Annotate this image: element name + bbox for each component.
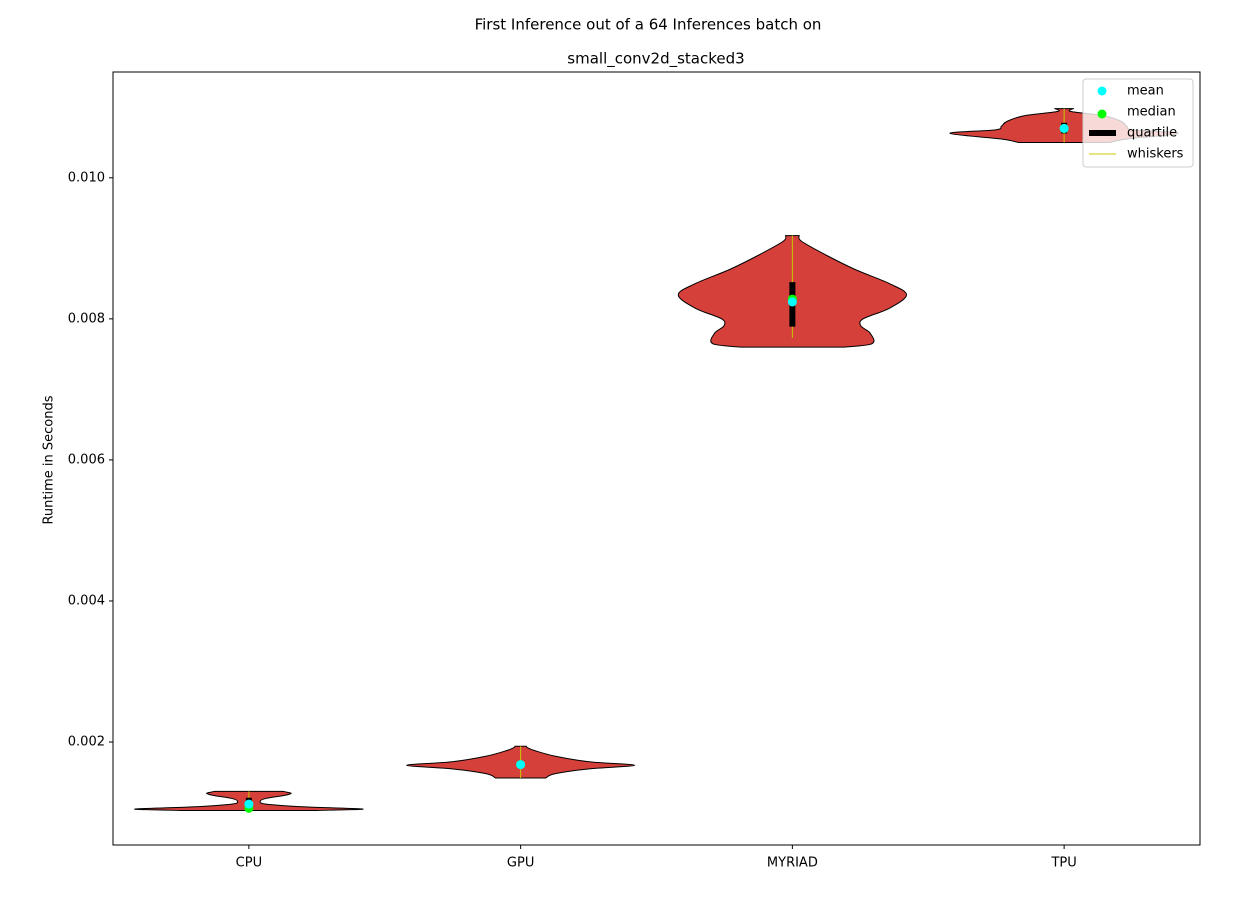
y-tick-label: 0.006 bbox=[68, 452, 105, 467]
x-tick-label: MYRIAD bbox=[767, 856, 818, 871]
y-axis-label: Runtime in Seconds bbox=[42, 395, 57, 524]
y-tick-label: 0.002 bbox=[68, 735, 105, 750]
x-tick-label: GPU bbox=[507, 856, 534, 871]
mean-dot bbox=[787, 297, 797, 307]
legend-label: quartile bbox=[1127, 126, 1177, 141]
legend-label: median bbox=[1127, 105, 1176, 120]
legend: mean median quartile whiskers bbox=[1082, 78, 1194, 168]
mean-dot bbox=[244, 799, 254, 809]
mean-dot bbox=[516, 760, 526, 770]
x-tick-label: CPU bbox=[236, 856, 262, 871]
mean-dot bbox=[1059, 123, 1069, 133]
legend-label: mean bbox=[1127, 84, 1164, 99]
y-tick-label: 0.008 bbox=[68, 311, 105, 326]
axes-frame bbox=[112, 71, 1201, 846]
legend-marker bbox=[1097, 109, 1107, 119]
legend-marker bbox=[1097, 86, 1107, 96]
x-tick-label: TPU bbox=[1050, 856, 1076, 871]
chart-subtitle: small_conv2d_stacked3 bbox=[567, 50, 744, 69]
legend-box bbox=[1082, 78, 1194, 168]
chart-title: First Inference out of a 64 Inferences b… bbox=[475, 16, 822, 34]
legend-label: whiskers bbox=[1127, 147, 1184, 162]
y-tick-label: 0.010 bbox=[68, 170, 105, 185]
y-tick-label: 0.004 bbox=[68, 593, 105, 608]
